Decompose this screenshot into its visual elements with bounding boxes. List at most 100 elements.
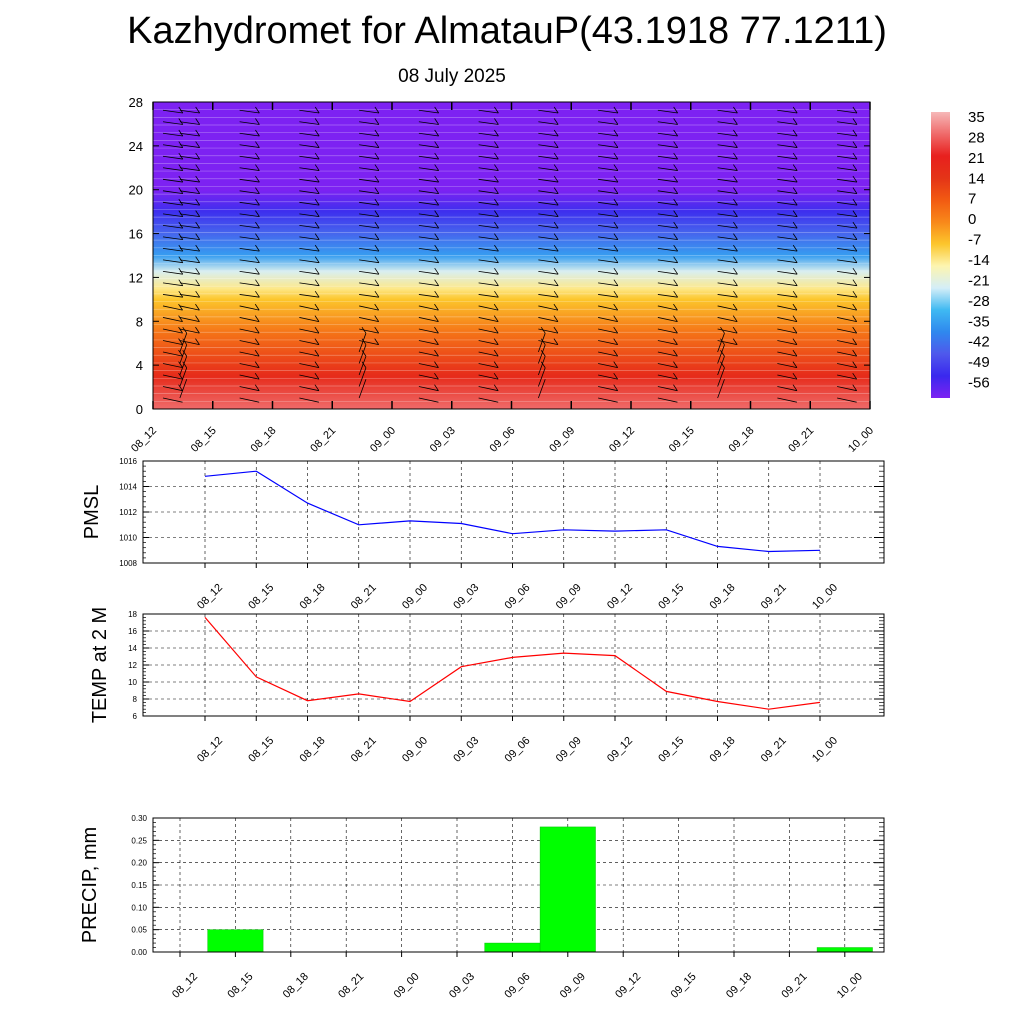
barb-shaft [239,351,260,357]
barb-shaft [538,190,559,194]
barb-feather [494,106,499,114]
wind-barb [598,279,619,287]
wind-barb [179,152,201,160]
wind-barb [538,315,559,322]
y-axis-label: TEMP at 2 M [89,607,111,723]
barb-shaft [598,317,618,322]
wind-barb [657,256,679,264]
barb-feather [314,175,320,183]
barb-shaft [837,305,857,311]
contour-line [152,323,871,326]
barb-feather [613,279,619,286]
barb-shaft [418,213,439,218]
barb-feather [374,326,380,334]
barb-shaft [299,305,320,311]
barb-feather [374,303,380,311]
series-line [204,470,821,553]
barb-shaft [358,344,367,364]
barb-feather [195,210,201,217]
barb-shaft [538,317,559,322]
wind-barb [359,267,380,275]
barb-shaft [162,351,183,357]
wind-barb [359,303,380,311]
barb-shaft [538,201,559,206]
barb-shaft [598,224,618,229]
y-tick-label: 0.15 [131,881,147,890]
wind-barb [359,210,380,218]
contour-line [152,139,871,142]
wind-barb [418,187,440,194]
x-tick-label: 09_12 [605,735,635,765]
wind-barb [239,326,260,334]
wind-barb [717,256,738,264]
wind-barb [239,279,260,287]
barb-shaft [418,224,439,229]
barb-feather [792,267,798,275]
barb-shaft [837,224,857,229]
barb-shaft [478,190,499,194]
barb-feather [553,221,559,229]
barb-shaft [299,144,320,148]
barb-feather [673,141,679,148]
y-tick-label: 10 [128,678,137,687]
barb-shaft [478,363,499,369]
barb-feather [434,315,439,322]
barb-feather [733,210,738,217]
wind-barb [358,361,367,387]
y-tick-label: 4 [136,358,143,373]
y-tick-label: 1010 [119,534,137,543]
barb-shaft [657,305,678,311]
barb-feather [493,361,499,368]
barb-feather [613,315,619,322]
wind-barb [837,361,858,369]
barb-shaft [299,121,320,125]
barb-shaft [837,144,857,148]
barb-shaft [239,167,260,171]
wind-barb [598,256,619,264]
wind-barb [717,106,738,114]
barb-shaft [299,351,320,357]
barb-feather [792,361,798,368]
y-tick-label: 16 [129,227,143,242]
x-tick-label: 10_00 [810,582,840,612]
wind-barb [239,244,260,252]
barb-feather [673,256,679,263]
wind-barb [418,221,440,229]
wind-barb [657,152,679,160]
barb-feather [314,315,320,322]
barb-shaft [239,155,260,160]
wind-barb [777,349,798,357]
wind-barb [418,233,440,241]
barb-shaft [717,328,738,334]
barb-shaft [179,144,200,148]
barb-feather [852,221,858,229]
wind-barb [179,361,188,387]
wind-barb [239,175,260,183]
wind-barb [239,303,260,311]
barb-shaft [717,367,725,387]
barb-shaft [478,294,499,298]
contour-line [152,293,871,295]
wind-barb [538,106,559,114]
wind-barb [478,384,499,392]
barb-feather [434,141,440,148]
barb-feather [852,129,858,137]
wind-barb [418,361,439,369]
barb-feather [852,164,858,171]
wind-barb [837,198,858,206]
barb-feather [374,221,380,229]
wind-barb [179,349,188,376]
wind-barb [359,338,380,346]
barb-feather [733,152,738,160]
y-tick-label: 8 [133,695,138,704]
wind-barb [162,315,183,322]
barb-feather [732,338,738,345]
barb-feather [792,175,798,183]
barb-shaft [299,397,320,403]
wind-barb [418,315,439,322]
barb-feather [182,361,188,368]
wind-barb [777,384,798,392]
y-tick-label: 16 [128,627,137,636]
y-tick-label: 0.25 [131,836,147,845]
barb-shaft [837,363,857,369]
